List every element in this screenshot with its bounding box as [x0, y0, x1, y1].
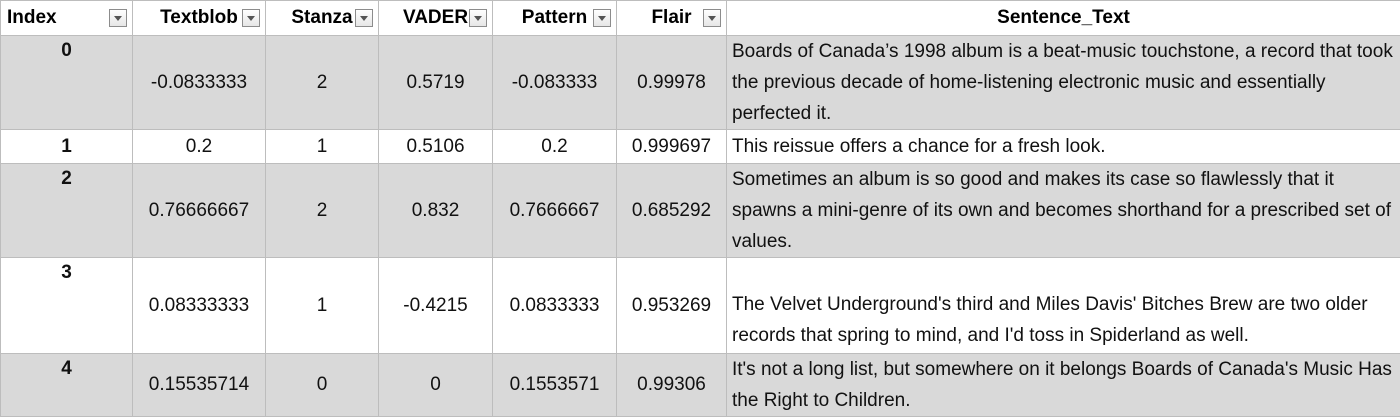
cell-stanza[interactable]: 1 — [266, 258, 379, 354]
cell-stanza[interactable]: 0 — [266, 354, 379, 417]
dropdown-filter-icon[interactable] — [109, 9, 127, 27]
cell-flair[interactable]: 0.953269 — [617, 258, 727, 354]
column-header-stanza[interactable]: Stanza — [266, 1, 379, 36]
cell-index[interactable]: 4 — [1, 354, 133, 417]
cell-textblob[interactable]: 0.2 — [133, 130, 266, 164]
cell-pattern[interactable]: 0.1553571 — [493, 354, 617, 417]
column-header-sentence-text[interactable]: Sentence_Text — [727, 1, 1400, 36]
cell-pattern[interactable]: 0.2 — [493, 130, 617, 164]
column-header-label: Stanza — [291, 1, 352, 35]
cell-vader[interactable]: -0.4215 — [379, 258, 493, 354]
cell-textblob[interactable]: 0.15535714 — [133, 354, 266, 417]
cell-pattern[interactable]: 0.7666667 — [493, 164, 617, 258]
cell-textblob[interactable]: 0.76666667 — [133, 164, 266, 258]
cell-stanza[interactable]: 2 — [266, 164, 379, 258]
cell-vader[interactable]: 0 — [379, 354, 493, 417]
cell-vader[interactable]: 0.5106 — [379, 130, 493, 164]
cell-sentence-text[interactable]: Boards of Canada’s 1998 album is a beat-… — [727, 36, 1400, 130]
column-header-label: Pattern — [522, 1, 587, 35]
cell-textblob[interactable]: 0.08333333 — [133, 258, 266, 354]
dropdown-filter-icon[interactable] — [469, 9, 487, 27]
column-header-label: Sentence_Text — [997, 1, 1130, 35]
table-row[interactable]: 0 -0.0833333 2 0.5719 -0.083333 0.99978 … — [1, 36, 1400, 130]
table-row[interactable]: 2 0.76666667 2 0.832 0.7666667 0.685292 … — [1, 164, 1400, 258]
cell-index[interactable]: 2 — [1, 164, 133, 258]
cell-pattern[interactable]: 0.0833333 — [493, 258, 617, 354]
header-row: Index Textblob Stanza VADER Pattern Flai… — [1, 1, 1400, 36]
column-header-label: VADER — [403, 1, 468, 35]
cell-vader[interactable]: 0.5719 — [379, 36, 493, 130]
table-row[interactable]: 3 0.08333333 1 -0.4215 0.0833333 0.95326… — [1, 258, 1400, 354]
column-header-textblob[interactable]: Textblob — [133, 1, 266, 36]
cell-sentence-text[interactable]: It's not a long list, but somewhere on i… — [727, 354, 1400, 417]
cell-index[interactable]: 1 — [1, 130, 133, 164]
cell-stanza[interactable]: 1 — [266, 130, 379, 164]
column-header-vader[interactable]: VADER — [379, 1, 493, 36]
dropdown-filter-icon[interactable] — [242, 9, 260, 27]
dropdown-filter-icon[interactable] — [703, 9, 721, 27]
column-header-label: Textblob — [160, 1, 238, 35]
cell-sentence-text[interactable]: This reissue offers a chance for a fresh… — [727, 130, 1400, 164]
cell-index[interactable]: 3 — [1, 258, 133, 354]
column-header-label: Flair — [651, 1, 691, 35]
cell-pattern[interactable]: -0.083333 — [493, 36, 617, 130]
column-header-label: Index — [1, 1, 57, 35]
cell-index[interactable]: 0 — [1, 36, 133, 130]
cell-sentence-text[interactable]: The Velvet Underground's third and Miles… — [727, 258, 1400, 354]
cell-flair[interactable]: 0.685292 — [617, 164, 727, 258]
column-header-index[interactable]: Index — [1, 1, 133, 36]
column-header-flair[interactable]: Flair — [617, 1, 727, 36]
cell-textblob[interactable]: -0.0833333 — [133, 36, 266, 130]
cell-vader[interactable]: 0.832 — [379, 164, 493, 258]
cell-flair[interactable]: 0.99306 — [617, 354, 727, 417]
column-header-pattern[interactable]: Pattern — [493, 1, 617, 36]
dropdown-filter-icon[interactable] — [355, 9, 373, 27]
cell-flair[interactable]: 0.99978 — [617, 36, 727, 130]
table-row[interactable]: 1 0.2 1 0.5106 0.2 0.999697 This reissue… — [1, 130, 1400, 164]
dropdown-filter-icon[interactable] — [593, 9, 611, 27]
table-row[interactable]: 4 0.15535714 0 0 0.1553571 0.99306 It's … — [1, 354, 1400, 417]
cell-flair[interactable]: 0.999697 — [617, 130, 727, 164]
cell-sentence-text[interactable]: Sometimes an album is so good and makes … — [727, 164, 1400, 258]
cell-stanza[interactable]: 2 — [266, 36, 379, 130]
